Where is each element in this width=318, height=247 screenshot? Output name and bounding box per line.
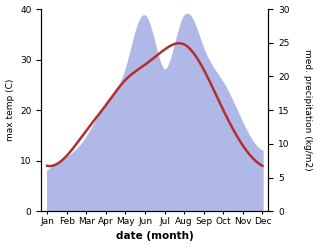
X-axis label: date (month): date (month) [116,231,194,242]
Y-axis label: max temp (C): max temp (C) [5,79,15,141]
Y-axis label: med. precipitation (kg/m2): med. precipitation (kg/m2) [303,49,313,171]
